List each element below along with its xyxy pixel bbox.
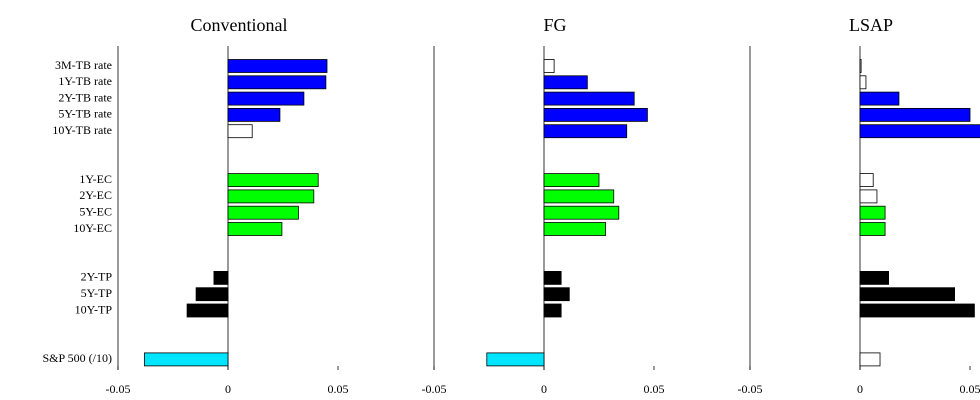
bar xyxy=(859,205,886,220)
x-tick-label: 0 xyxy=(541,382,547,396)
bar xyxy=(543,75,588,90)
bar xyxy=(543,124,628,139)
bar xyxy=(195,287,229,302)
x-tick-label: 0.05 xyxy=(328,382,349,396)
bar xyxy=(859,75,867,90)
y-tick-label: 10Y-EC xyxy=(73,221,112,235)
y-tick-label: 5Y-EC xyxy=(79,204,112,218)
bar xyxy=(859,352,881,367)
panel-title: FG xyxy=(543,15,566,35)
bar xyxy=(859,287,955,302)
bar xyxy=(543,108,648,122)
panel-title: Conventional xyxy=(191,15,288,35)
bar xyxy=(143,352,229,367)
x-tick-label: 0 xyxy=(857,382,863,396)
bar xyxy=(543,189,615,204)
bar xyxy=(859,303,975,318)
y-tick-label: 10Y-TB rate xyxy=(52,123,112,137)
bar xyxy=(543,205,620,220)
y-tick-label: 5Y-TP xyxy=(81,286,113,300)
bar xyxy=(227,189,315,204)
x-tick-label: 0 xyxy=(225,382,231,396)
y-tick-label: 2Y-TB rate xyxy=(58,90,112,104)
y-tick-label: 1Y-TB rate xyxy=(58,74,112,88)
bar xyxy=(859,59,862,73)
bar xyxy=(227,124,253,139)
y-tick-label: 5Y-TB rate xyxy=(58,107,112,121)
bar xyxy=(543,91,635,106)
bar xyxy=(859,189,878,204)
bar xyxy=(859,124,980,139)
bar xyxy=(543,173,600,188)
bar xyxy=(227,222,283,236)
y-tick-label: S&P 500 (/10) xyxy=(42,351,112,365)
bar xyxy=(486,352,545,367)
bar xyxy=(859,222,886,236)
bar xyxy=(543,222,606,236)
y-tick-label: 2Y-EC xyxy=(79,188,112,202)
x-tick-label: -0.05 xyxy=(738,382,763,396)
bar xyxy=(227,108,281,122)
bar xyxy=(543,287,570,302)
bar xyxy=(227,75,327,90)
x-tick-label: -0.05 xyxy=(422,382,447,396)
bar xyxy=(186,303,229,318)
bar xyxy=(213,270,229,285)
y-tick-label: 1Y-EC xyxy=(79,172,112,186)
panel-title: LSAP xyxy=(849,15,893,35)
bar xyxy=(859,173,874,188)
bar xyxy=(859,91,900,106)
y-tick-label: 2Y-TP xyxy=(81,270,113,284)
bar xyxy=(227,205,299,220)
bar xyxy=(227,173,319,188)
x-tick-label: 0.05 xyxy=(960,382,980,396)
bar xyxy=(227,91,305,106)
y-tick-label: 10Y-TP xyxy=(75,302,113,316)
bar xyxy=(859,108,971,122)
x-tick-label: 0.05 xyxy=(644,382,665,396)
x-tick-label: -0.05 xyxy=(106,382,131,396)
bar xyxy=(543,303,562,318)
bar xyxy=(227,59,328,73)
bar xyxy=(543,59,555,73)
bar xyxy=(859,270,890,285)
bar xyxy=(543,270,562,285)
y-tick-label: 3M-TB rate xyxy=(55,58,112,72)
